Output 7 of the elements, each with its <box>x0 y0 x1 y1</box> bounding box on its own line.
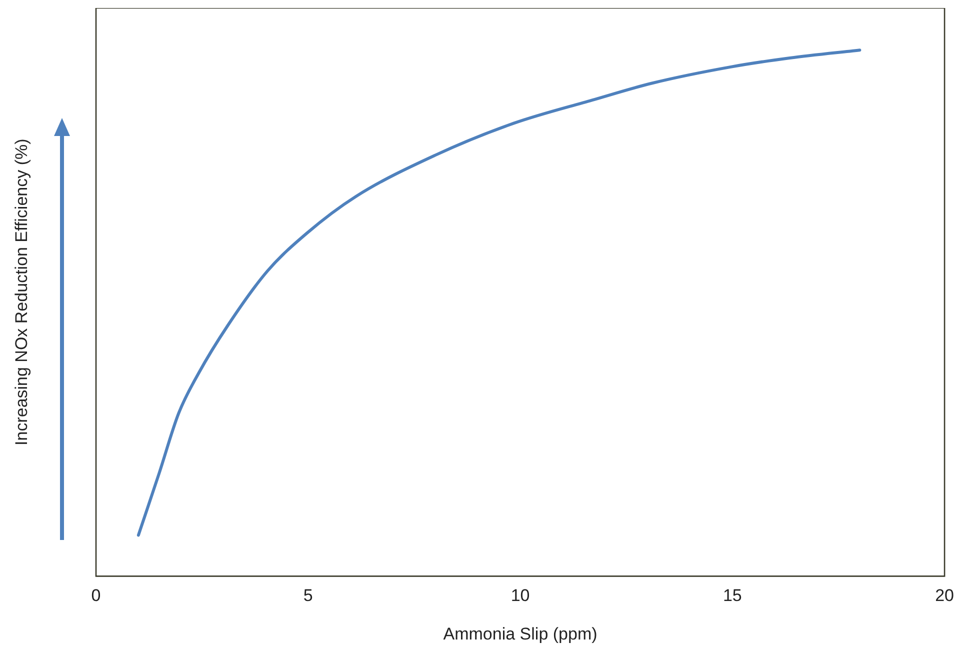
x-tick-label: 15 <box>722 586 742 606</box>
x-tick-label: 0 <box>91 586 101 606</box>
y-axis-title: Increasing NOx Reduction Efficiency (%) <box>12 138 31 446</box>
x-tick-label: 20 <box>935 586 954 606</box>
x-tick-label: 5 <box>303 586 313 606</box>
x-tick-label: 10 <box>510 586 530 606</box>
x-axis-title: Ammonia Slip (ppm) <box>443 624 598 644</box>
